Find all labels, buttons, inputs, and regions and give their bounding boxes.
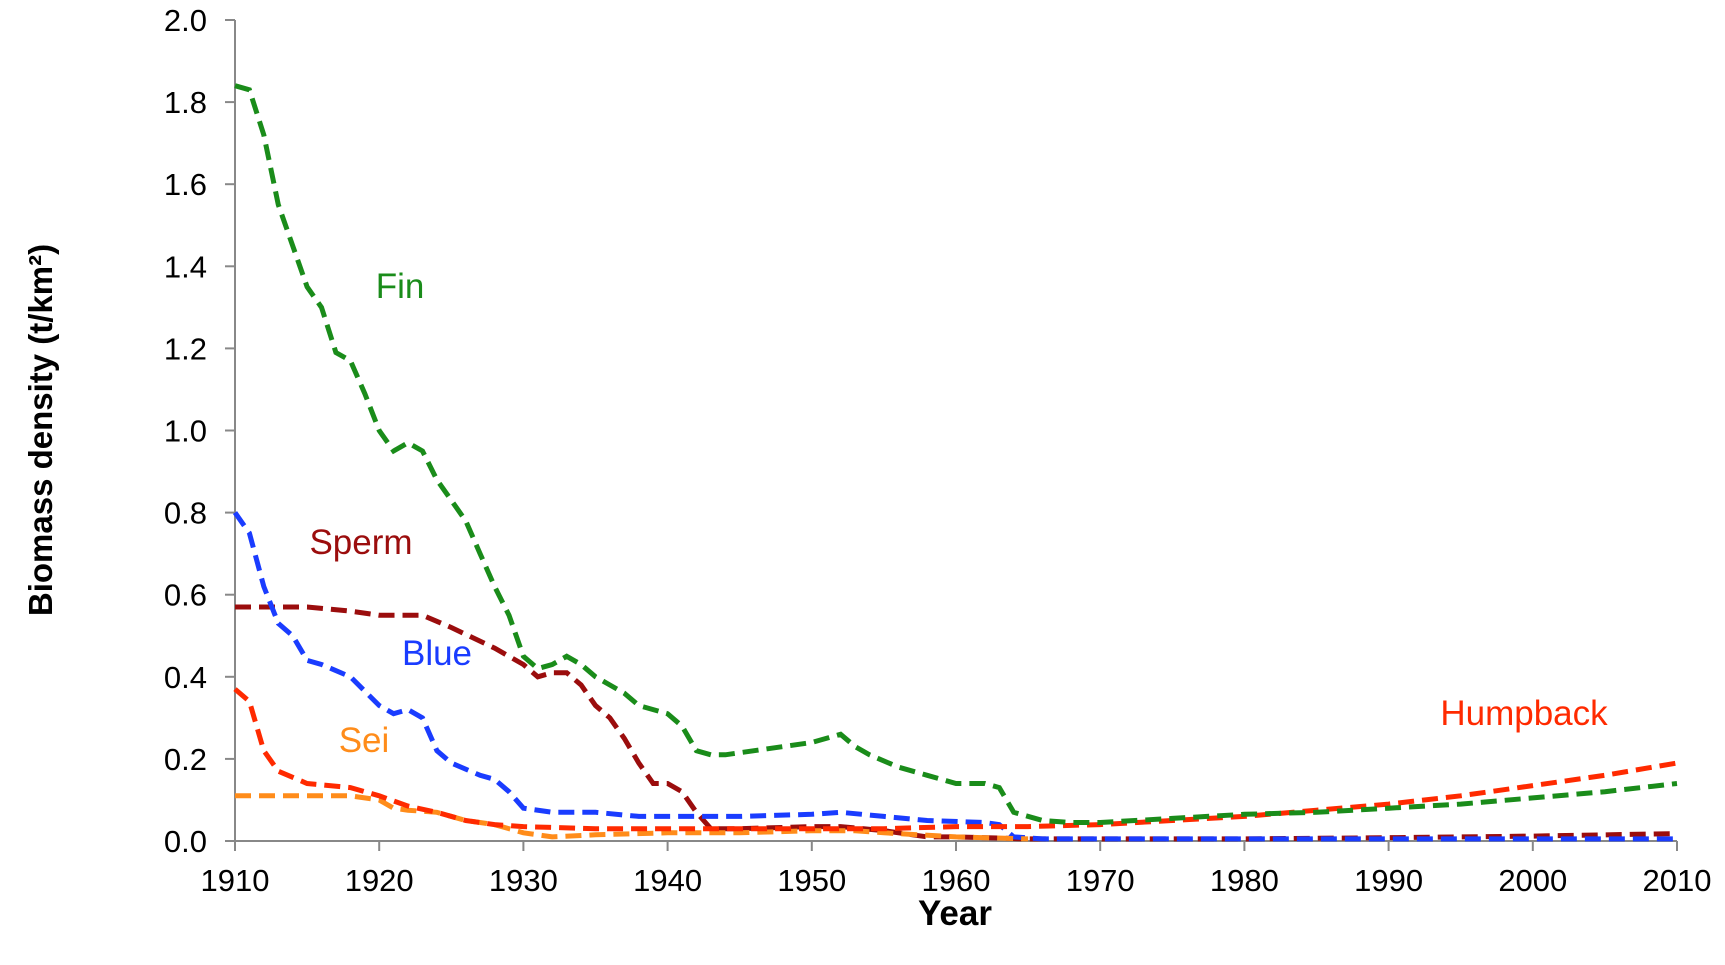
- x-tick-label: 1930: [489, 863, 558, 898]
- x-tick-label: 1940: [633, 863, 702, 898]
- series-line: [234, 83, 1678, 825]
- x-tick-label: 1990: [1354, 863, 1423, 898]
- y-tick-label: 1.4: [164, 249, 207, 284]
- series-label: Sperm: [309, 523, 412, 562]
- y-tick-label: 0.0: [164, 824, 207, 859]
- x-tick-label: 1980: [1210, 863, 1279, 898]
- x-axis-title: Year: [918, 894, 992, 933]
- y-tick-label: 1.2: [164, 331, 207, 366]
- x-tick-label: 2000: [1498, 863, 1567, 898]
- y-tick-label: 0.2: [164, 742, 207, 777]
- y-axis-title: Biomass density (t/km²): [22, 244, 59, 616]
- x-tick-label: 1960: [922, 863, 991, 898]
- y-tick-label: 1.8: [164, 85, 207, 120]
- y-tick-label: 1.0: [164, 414, 207, 449]
- series-line: [233, 687, 1678, 832]
- x-tick-label: 1970: [1066, 863, 1135, 898]
- y-tick-label: 0.4: [164, 660, 207, 695]
- x-tick-label: 2010: [1643, 863, 1712, 898]
- x-tick-label: 1910: [201, 863, 270, 898]
- y-tick-label: 0.8: [164, 496, 207, 531]
- series-line: [235, 604, 1678, 842]
- y-tick-label: 2.0: [164, 3, 207, 38]
- series-line: [232, 511, 1677, 842]
- series-label: Blue: [402, 634, 472, 673]
- y-tick-label: 1.6: [164, 167, 207, 202]
- series-label: Fin: [376, 267, 425, 306]
- series-label: Humpback: [1440, 694, 1608, 733]
- x-tick-label: 1950: [777, 863, 846, 898]
- x-tick-label: 1920: [345, 863, 414, 898]
- series-label: Sei: [339, 721, 390, 760]
- y-tick-label: 0.6: [164, 578, 207, 613]
